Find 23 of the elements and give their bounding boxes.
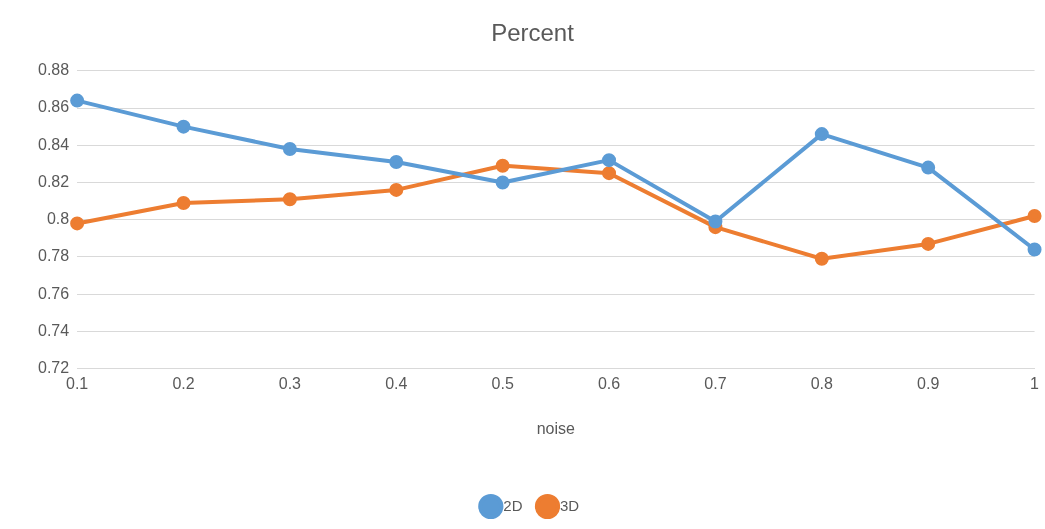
x-tick-label: 0.2	[172, 374, 195, 392]
x-tick-label: 0.3	[278, 374, 302, 392]
x-tick-label: 0.7	[704, 374, 727, 392]
y-tick-label: 0.78	[38, 247, 70, 265]
legend-label: 3D	[560, 496, 580, 514]
x-tick-label: 0.4	[385, 374, 408, 392]
y-tick-label: 0.84	[38, 135, 70, 153]
x-tick-label: 0.5	[491, 374, 514, 392]
legend-label: 2D	[503, 496, 523, 514]
x-tick-label: 0.8	[810, 374, 834, 392]
x-tick-label: 0.9	[917, 374, 940, 392]
x-tick-label: 0.1	[66, 374, 89, 392]
y-tick-label: 0.88	[38, 61, 70, 79]
y-tick-label: 0.74	[38, 321, 70, 339]
x-axis-title: noise	[536, 419, 576, 437]
y-tick-label: 0.8	[46, 210, 70, 228]
x-tick-label: 1	[1030, 374, 1040, 392]
y-tick-label: 0.82	[38, 172, 70, 190]
y-tick-label: 0.86	[38, 98, 70, 116]
x-tick-label: 0.6	[597, 374, 621, 392]
y-tick-label: 0.76	[38, 284, 70, 302]
y-tick-label: 0.72	[38, 359, 70, 377]
chart-title: Percent	[491, 19, 575, 47]
